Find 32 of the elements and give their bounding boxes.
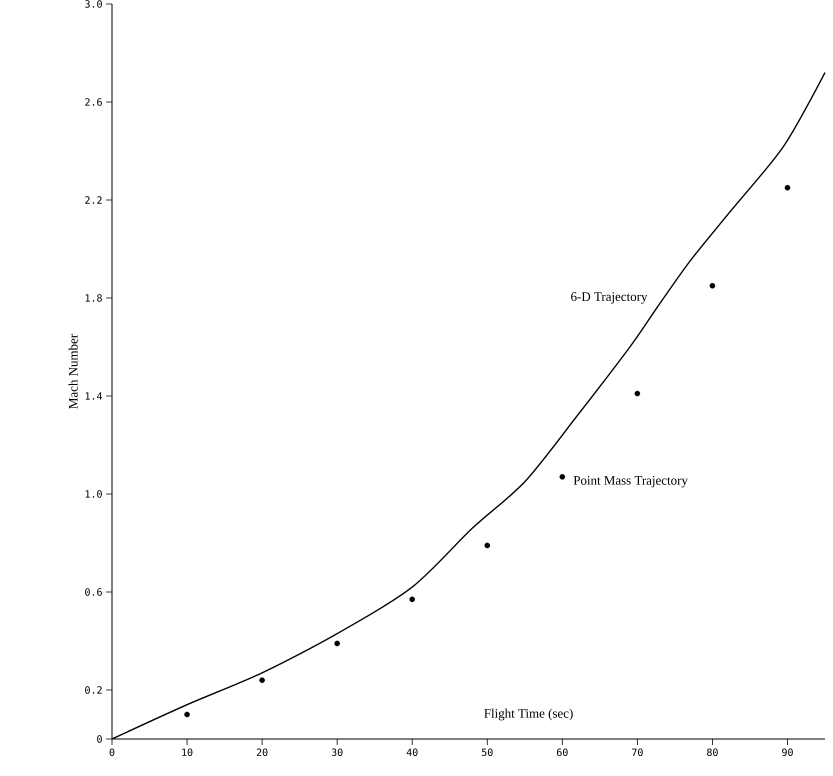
- y-tick-label: 0.6: [85, 588, 102, 596]
- x-tick-label: 50: [482, 748, 493, 756]
- point: [710, 282, 716, 289]
- x-tick-label: 70: [632, 748, 643, 756]
- x-tick-label: 30: [332, 748, 343, 756]
- y-tick-label: 1.8: [86, 294, 102, 302]
- point: [634, 390, 640, 396]
- y-tick-label: 0: [97, 735, 102, 743]
- y-tick-label: 1.4: [86, 392, 102, 400]
- y-tick-label: 2.2: [85, 196, 102, 204]
- y-tick-label: 1.0: [86, 490, 102, 498]
- x-tick-label: 80: [707, 748, 718, 756]
- point: [409, 596, 415, 602]
- y-tick-label: 0.2: [85, 686, 102, 694]
- y-tick-label: 3.0: [85, 0, 102, 8]
- point: [784, 184, 790, 191]
- x-axis-title: Flight Time (sec): [484, 708, 573, 720]
- point: [184, 712, 190, 718]
- x-tick-label: 90: [782, 748, 793, 756]
- y-axis-title: Mach Number: [68, 334, 78, 409]
- x-tick-label: 0: [110, 748, 114, 756]
- x-tick-label: 10: [182, 748, 192, 756]
- point: [259, 677, 265, 683]
- point: [560, 474, 566, 480]
- y-tick-label: 2.6: [85, 98, 102, 106]
- x-tick-label: 20: [256, 748, 268, 756]
- series-label: Point Mass Trajectory: [574, 476, 688, 488]
- point: [484, 542, 490, 548]
- x-tick-label: 60: [556, 748, 568, 756]
- series-label: 6-D Trajectory: [571, 292, 648, 304]
- x-tick-label: 40: [406, 748, 418, 756]
- point: [334, 640, 340, 646]
